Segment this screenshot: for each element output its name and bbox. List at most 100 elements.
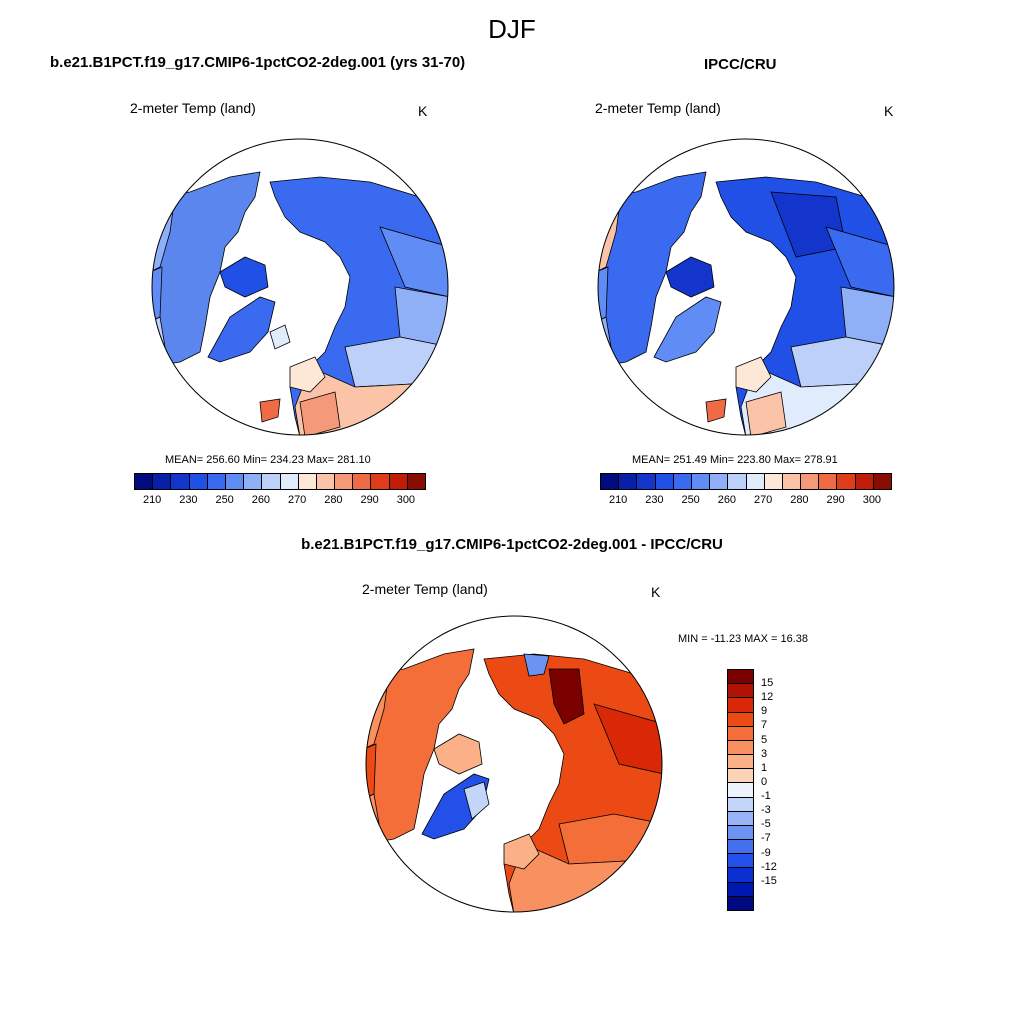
colorbar-tick-label: -3 [761, 804, 771, 817]
colorbar-swatch [189, 474, 208, 489]
colorbar-swatch [389, 474, 408, 489]
colorbar-swatch [728, 712, 753, 727]
season-title: DJF [488, 14, 536, 44]
colorbar-tick-label: 230 [179, 494, 198, 506]
colorbar-swatch [262, 474, 281, 489]
colorbar-swatch [298, 474, 317, 489]
colorbar-swatch [746, 474, 765, 489]
panel1-colorbar-ticks: 210 230 250 260 270 280 290 300 [134, 494, 424, 508]
colorbar-tick-label: 5 [761, 733, 768, 746]
colorbar-tick-label: 300 [862, 494, 882, 506]
colorbar-tick-label: 290 [360, 494, 379, 506]
colorbar-swatch [280, 474, 299, 489]
colorbar-swatch [153, 474, 172, 489]
colorbar-swatch [691, 474, 711, 489]
colorbar-swatch [371, 474, 390, 489]
diff-polar-map [365, 615, 663, 913]
colorbar-swatch [655, 474, 674, 489]
colorbar-tick-label: 250 [681, 494, 700, 506]
colorbar-swatch [728, 797, 753, 812]
panel2-variable-label: 2-meter Temp (land) [595, 100, 721, 116]
colorbar-tick-label: 270 [287, 494, 307, 506]
colorbar-tick-label: 260 [251, 494, 271, 506]
colorbar-swatch [728, 840, 753, 855]
colorbar-swatch [135, 474, 154, 489]
colorbar-swatch [728, 740, 753, 756]
diff-panel-variable-label: 2-meter Temp (land) [362, 581, 488, 597]
panel1-units-label: K [418, 103, 428, 119]
colorbar-tick-label: 210 [608, 494, 628, 506]
colorbar-swatch [728, 684, 753, 699]
colorbar-swatch [801, 474, 820, 489]
diff-panel-units-label: K [651, 584, 661, 600]
colorbar-tick-label: 12 [761, 691, 774, 704]
colorbar-tick-label: 0 [761, 775, 768, 788]
colorbar-tick-label: 15 [761, 677, 774, 690]
colorbar-tick-label: -7 [761, 832, 771, 845]
colorbar-swatch [728, 882, 753, 897]
panel2-stats: MEAN= 251.49 Min= 223.80 Max= 278.91 [632, 454, 838, 466]
panel2-colorbar-ticks: 210 230 250 260 270 280 290 300 [600, 494, 890, 508]
colorbar-swatch [837, 474, 856, 489]
colorbar-tick-label: -12 [761, 860, 777, 873]
panel1-variable-label: 2-meter Temp (land) [130, 100, 256, 116]
diff-panel-stats: MIN = -11.23 MAX = 16.38 [678, 633, 809, 645]
colorbar-tick-label: 210 [142, 494, 162, 506]
colorbar-tick-label: -5 [761, 818, 771, 831]
colorbar-tick-label: 280 [790, 494, 809, 506]
colorbar-swatch [728, 825, 753, 841]
colorbar-swatch [782, 474, 802, 489]
colorbar-tick-label: 230 [645, 494, 664, 506]
colorbar-tick-label: 290 [826, 494, 845, 506]
colorbar-swatch [637, 474, 656, 489]
panel1-title: b.e21.B1PCT.f19_g17.CMIP6-1pctCO2-2deg.0… [50, 54, 466, 71]
colorbar-tick-label: 280 [324, 494, 343, 506]
colorbar-swatch [353, 474, 372, 489]
colorbar-tick-label: 3 [761, 747, 768, 760]
colorbar-tick-label: 7 [761, 719, 768, 732]
panel1-colorbar [134, 473, 426, 490]
colorbar-swatch [728, 670, 753, 685]
panel2-title: IPCC/CRU [704, 56, 777, 73]
panel2-colorbar [600, 473, 892, 490]
colorbar-swatch [764, 474, 783, 489]
colorbar-swatch [728, 783, 753, 798]
colorbar-swatch [728, 868, 753, 883]
colorbar-tick-label: -1 [761, 790, 771, 803]
colorbar-swatch [407, 474, 425, 489]
colorbar-swatch [225, 474, 245, 489]
colorbar-swatch [728, 474, 747, 489]
colorbar-swatch [728, 811, 753, 826]
colorbar-swatch [728, 896, 753, 910]
panel1-polar-map [151, 138, 449, 436]
diff-colorbar-ticks: 15 12 9 7 5 3 1 0 -1 -3 -5 -7 -9 -12 -15 [761, 669, 801, 909]
colorbar-swatch [855, 474, 874, 489]
colorbar-swatch [316, 474, 336, 489]
panel1-stats: MEAN= 256.60 Min= 234.23 Max= 281.10 [165, 454, 371, 466]
diff-colorbar [727, 669, 754, 911]
panel2-polar-map [597, 138, 895, 436]
colorbar-swatch [728, 854, 753, 869]
colorbar-swatch [873, 474, 891, 489]
colorbar-tick-label: -15 [761, 874, 777, 887]
colorbar-swatch [171, 474, 190, 489]
colorbar-swatch [728, 769, 753, 784]
colorbar-swatch [207, 474, 226, 489]
colorbar-tick-label: 1 [761, 761, 768, 774]
colorbar-swatch [601, 474, 620, 489]
colorbar-swatch [728, 726, 753, 741]
panel2-units-label: K [884, 103, 894, 119]
colorbar-swatch [673, 474, 692, 489]
colorbar-tick-label: 250 [215, 494, 234, 506]
colorbar-tick-label: 9 [761, 705, 768, 718]
diff-panel-title: b.e21.B1PCT.f19_g17.CMIP6-1pctCO2-2deg.0… [301, 536, 723, 553]
colorbar-tick-label: 300 [396, 494, 416, 506]
colorbar-swatch [819, 474, 838, 489]
colorbar-tick-label: -9 [761, 846, 771, 859]
colorbar-swatch [335, 474, 354, 489]
colorbar-swatch [710, 474, 729, 489]
colorbar-swatch [728, 698, 753, 713]
colorbar-swatch [619, 474, 638, 489]
colorbar-swatch [244, 474, 263, 489]
colorbar-tick-label: 270 [753, 494, 773, 506]
